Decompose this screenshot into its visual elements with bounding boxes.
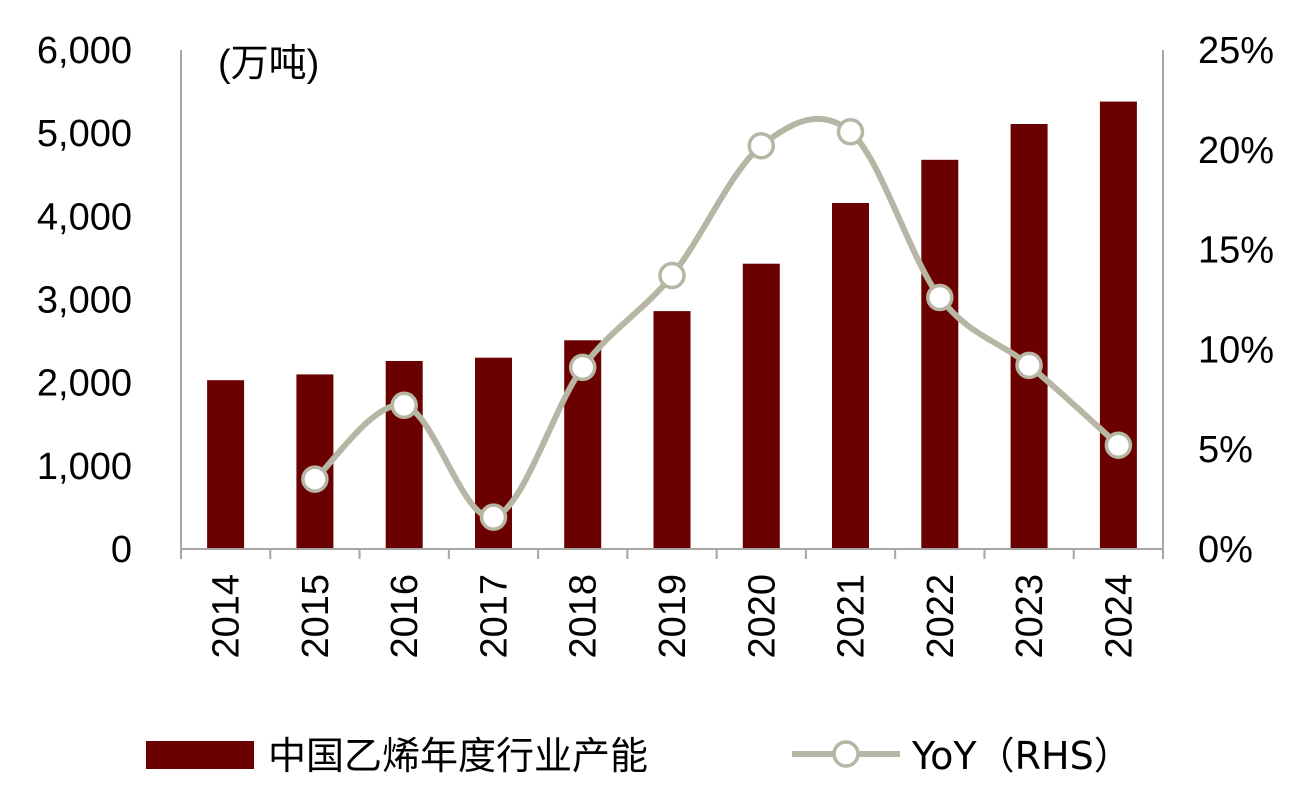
legend-line-marker (832, 740, 860, 768)
legend-line-label: YoY（RHS） (911, 734, 1132, 778)
bar-2019 (653, 311, 691, 549)
yoy-line (311, 115, 1122, 521)
x-tick-label: 2023 (1009, 574, 1051, 659)
x-tick-label: 2016 (384, 574, 426, 659)
bar-2022 (921, 159, 959, 550)
y-left-tick-label: 4,000 (37, 196, 132, 238)
y-left-tick-label: 6,000 (37, 30, 132, 72)
y-right-tick-label: 10% (1198, 329, 1274, 371)
y-right-tick-label: 20% (1198, 130, 1274, 172)
x-tick-label: 2018 (563, 574, 605, 659)
tick-labels-layer: 0 1,000 2,000 3,000 4,000 5,000 6,000 0% 5% 10% 15… (37, 30, 1274, 659)
y-right-tick-label: 15% (1198, 230, 1274, 272)
bar-2016 (385, 361, 423, 549)
x-tick-label: 2021 (831, 574, 873, 659)
axes-layer (180, 50, 1164, 559)
y-left-tick-label: 5,000 (37, 113, 132, 155)
y-right-tick-label: 25% (1198, 30, 1274, 72)
x-tick-label: 2019 (652, 574, 694, 659)
yoy-marker-2023 (1015, 351, 1043, 380)
yoy-marker-2024 (1104, 431, 1133, 459)
x-tick-label: 2014 (206, 574, 248, 659)
y-left-tick-label: 1,000 (37, 446, 132, 488)
y-left-tick-label: 0 (111, 529, 132, 571)
x-tick-label: 2020 (741, 574, 783, 659)
y-left-tick-label: 2,000 (37, 363, 132, 405)
y-right-tick-label: 0% (1198, 529, 1253, 571)
bar-2014 (207, 380, 245, 549)
y-left-tick-label: 3,000 (37, 280, 132, 322)
x-tick-label: 2022 (920, 574, 962, 659)
bar-2021 (832, 203, 869, 549)
legend: 中国乙烯年度行业产能 YoY（RHS） (146, 734, 1132, 778)
y-right-tick-label: 5% (1198, 429, 1253, 471)
yoy-marker-2021 (836, 118, 865, 146)
x-tick-label: 2015 (295, 574, 337, 659)
bars-layer (207, 101, 1137, 550)
yoy-marker-2015 (301, 465, 329, 493)
yoy-marker-2020 (747, 132, 776, 160)
yoy-marker-2017 (479, 503, 508, 531)
yoy-marker-2018 (568, 353, 597, 382)
legend-bar-label: 中国乙烯年度行业产能 (268, 734, 648, 778)
x-tick-label: 2017 (473, 574, 515, 659)
yoy-marker-2022 (926, 283, 954, 312)
yoy-line-layer (301, 115, 1133, 531)
bar-2024 (1099, 101, 1137, 549)
bar-2023 (1010, 124, 1048, 549)
yoy-marker-2019 (658, 261, 686, 290)
left-axis-unit-label: (万吨) (218, 43, 319, 85)
bar-2020 (742, 263, 780, 549)
yoy-marker-2016 (390, 391, 418, 420)
legend-bar-swatch (146, 741, 254, 769)
x-tick-label: 2024 (1098, 574, 1140, 659)
